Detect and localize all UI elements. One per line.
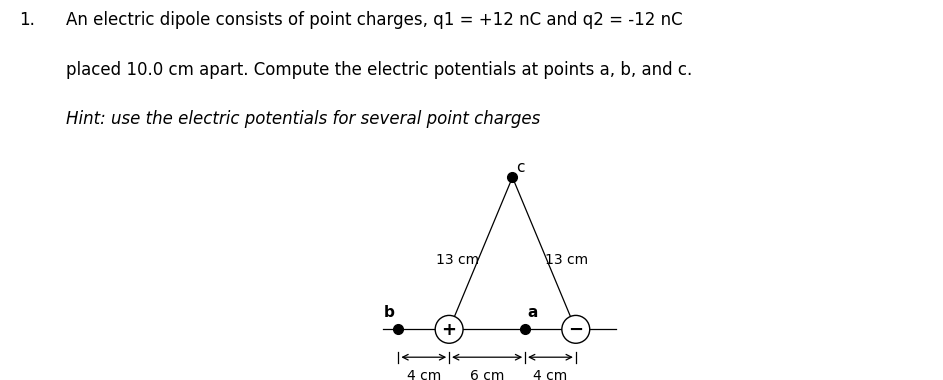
- Text: Hint: use the electric potentials for several point charges: Hint: use the electric potentials for se…: [66, 110, 540, 128]
- Circle shape: [435, 315, 463, 343]
- Text: +: +: [441, 321, 456, 339]
- Text: a: a: [528, 306, 538, 320]
- Text: c: c: [516, 160, 524, 175]
- Text: 13 cm: 13 cm: [437, 253, 480, 267]
- Text: 6 cm: 6 cm: [470, 369, 505, 380]
- Text: 4 cm: 4 cm: [534, 369, 568, 380]
- Text: 1.: 1.: [19, 11, 35, 29]
- Text: An electric dipole consists of point charges, q1 = +12 nC and q2 = -12 nC: An electric dipole consists of point cha…: [66, 11, 683, 29]
- Text: 4 cm: 4 cm: [406, 369, 441, 380]
- Text: b: b: [384, 306, 395, 320]
- Text: placed 10.0 cm apart. Compute the electric potentials at points a, b, and c.: placed 10.0 cm apart. Compute the electr…: [66, 61, 692, 79]
- Text: 13 cm: 13 cm: [545, 253, 588, 267]
- Text: −: −: [569, 321, 584, 339]
- Circle shape: [562, 315, 589, 343]
